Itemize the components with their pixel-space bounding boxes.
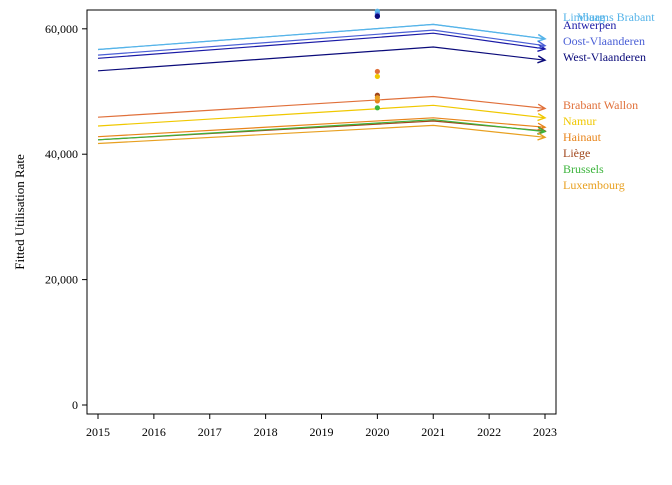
series-line-luxembourg xyxy=(97,124,546,145)
y-axis: 0 20,000 40,000 60,000 xyxy=(45,22,87,412)
series-line-hainaut xyxy=(97,117,546,138)
x-tick-label: 2021 xyxy=(421,425,445,439)
series-point-brabant-wallon xyxy=(374,68,380,75)
series-arrow-antwerpen xyxy=(537,43,547,52)
legend-label-brussels: Brussels xyxy=(563,162,604,176)
legend-label-vlaams-brabant: Vlaams Brabant xyxy=(577,10,655,24)
y-tick-label: 20,000 xyxy=(45,273,78,287)
series-point-namur xyxy=(374,73,380,80)
series-arrow-oost-vlaanderen xyxy=(537,40,547,49)
x-axis: 2015 2016 2017 2018 2019 2020 2021 2022 2023 xyxy=(86,414,557,439)
series-arrow-brabant-wallon xyxy=(537,103,547,112)
y-tick-label: 0 xyxy=(72,398,78,412)
legend-label-brabant-wallon: Brabant Wallon xyxy=(563,98,638,112)
series-line-antwerpen xyxy=(97,32,546,59)
series-point-luxembourg xyxy=(374,95,380,101)
x-tick-label: 2017 xyxy=(198,425,222,439)
legend-label-hainaut: Hainaut xyxy=(563,130,602,144)
series-line-vlaams-brabant xyxy=(97,23,546,51)
plot-area xyxy=(86,9,557,415)
legend-label-li-ge: Liège xyxy=(563,146,590,160)
series-point-brussels xyxy=(374,105,380,111)
x-tick-label: 2023 xyxy=(533,425,557,439)
legend-label-antwerpen: Antwerpen xyxy=(563,18,616,32)
legend-label-luxembourg: Luxembourg xyxy=(563,178,625,192)
y-tick-label: 40,000 xyxy=(45,147,78,161)
y-tick-label: 60,000 xyxy=(45,22,78,36)
series-arrow-west-vlaanderen xyxy=(537,55,547,64)
legend-label-limburg: Limburg xyxy=(563,10,605,24)
x-tick-label: 2016 xyxy=(142,425,166,439)
series-layer xyxy=(97,8,547,145)
series-line-namur xyxy=(97,104,546,127)
series-line-west-vlaanderen xyxy=(97,46,546,72)
legend-label-west-vlaanderen: West-Vlaanderen xyxy=(563,50,646,64)
series-point-west-vlaanderen xyxy=(374,13,380,19)
x-tick-label: 2019 xyxy=(310,425,334,439)
series-line-brussels xyxy=(97,119,546,141)
series-line-oost-vlaanderen xyxy=(97,29,546,56)
series-arrow-vlaams-brabant xyxy=(537,33,547,43)
x-tick-label: 2015 xyxy=(86,425,110,439)
legend-label-namur: Namur xyxy=(563,114,596,128)
x-tick-label: 2018 xyxy=(254,425,278,439)
x-tick-label: 2022 xyxy=(477,425,501,439)
legend-label-oost-vlaanderen: Oost-Vlaanderen xyxy=(563,34,645,48)
y-axis-label: Fitted Utilisation Rate xyxy=(12,154,27,270)
x-tick-label: 2020 xyxy=(365,425,389,439)
series-arrow-namur xyxy=(537,113,547,122)
series-arrow-luxembourg xyxy=(537,132,547,141)
series-line-brabant-wallon xyxy=(97,95,546,118)
